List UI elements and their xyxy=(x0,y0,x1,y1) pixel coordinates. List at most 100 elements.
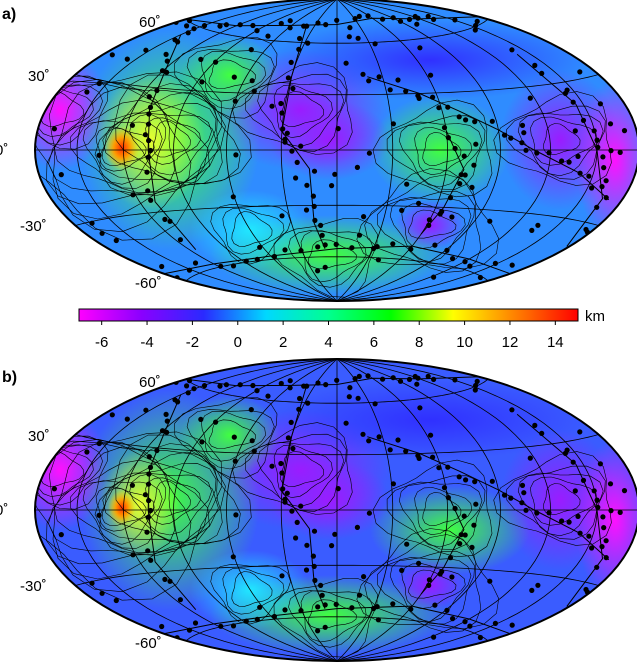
data-point xyxy=(529,587,535,594)
data-point xyxy=(395,437,401,443)
lat-label-60: 60˚ xyxy=(139,374,161,391)
data-point xyxy=(99,230,105,236)
data-point xyxy=(145,514,151,520)
data-point xyxy=(414,381,420,387)
plate-boundary xyxy=(281,386,326,609)
data-point xyxy=(237,22,243,28)
data-point xyxy=(230,623,237,629)
data-point xyxy=(249,438,255,444)
data-point xyxy=(335,486,341,492)
data-point xyxy=(145,121,152,127)
data-point xyxy=(96,152,102,158)
data-point xyxy=(431,634,437,640)
data-point xyxy=(293,175,299,181)
data-point xyxy=(471,522,477,528)
data-point xyxy=(89,220,95,226)
data-point xyxy=(249,78,255,84)
plate-boundary xyxy=(281,26,326,249)
data-point xyxy=(145,548,151,554)
data-point xyxy=(177,237,183,243)
data-point xyxy=(436,465,442,471)
data-point xyxy=(572,488,578,494)
data-point xyxy=(145,481,152,487)
data-point xyxy=(595,504,601,510)
contour xyxy=(174,37,278,119)
data-point xyxy=(311,203,317,209)
data-point xyxy=(164,418,170,424)
data-point xyxy=(546,150,552,156)
data-point xyxy=(487,218,493,224)
data-point xyxy=(311,528,318,534)
data-point xyxy=(431,376,437,382)
contour xyxy=(377,550,475,625)
data-point xyxy=(322,602,328,608)
data-point xyxy=(163,51,169,58)
data-point xyxy=(164,58,170,64)
contour xyxy=(210,563,291,625)
data-point xyxy=(164,69,170,75)
data-point xyxy=(462,172,468,178)
plate-boundary xyxy=(163,605,511,635)
contour xyxy=(543,123,581,155)
contour xyxy=(517,112,604,177)
data-point xyxy=(352,16,358,22)
data-point xyxy=(387,447,393,453)
data-point xyxy=(231,74,237,80)
data-point xyxy=(532,422,538,428)
contour xyxy=(115,102,217,183)
data-point xyxy=(349,605,355,611)
contour xyxy=(273,444,333,498)
contour xyxy=(506,465,606,540)
data-point xyxy=(315,244,321,250)
data-point xyxy=(570,99,576,105)
data-point xyxy=(589,185,595,191)
data-point xyxy=(254,28,260,34)
contour xyxy=(99,74,252,196)
data-point xyxy=(294,519,300,526)
data-point xyxy=(599,184,605,190)
data-point xyxy=(441,125,448,131)
data-point xyxy=(304,542,310,548)
data-point xyxy=(298,503,304,509)
data-point xyxy=(251,448,257,454)
data-point xyxy=(444,607,450,614)
data-point xyxy=(473,141,479,147)
data-point xyxy=(456,114,462,120)
data-point xyxy=(444,247,450,253)
data-point xyxy=(594,204,600,210)
contour xyxy=(99,434,252,556)
data-point xyxy=(404,541,410,547)
data-point xyxy=(365,373,371,379)
data-point xyxy=(534,150,540,156)
contour xyxy=(48,78,219,220)
data-point xyxy=(356,13,362,19)
data-point xyxy=(113,597,119,604)
topography-field xyxy=(35,359,637,661)
data-point xyxy=(489,118,495,124)
data-point xyxy=(564,87,570,93)
data-point xyxy=(315,268,321,274)
plate-boundary xyxy=(163,245,511,275)
data-point xyxy=(319,592,325,598)
data-point xyxy=(318,582,324,589)
data-point xyxy=(186,627,193,633)
data-point xyxy=(84,449,90,455)
data-point xyxy=(223,22,229,28)
contour xyxy=(257,442,345,507)
data-point xyxy=(332,171,338,177)
data-point xyxy=(213,59,219,65)
data-point xyxy=(199,79,205,85)
data-point xyxy=(232,98,238,104)
data-point xyxy=(329,543,335,549)
data-point xyxy=(164,429,170,435)
lat-label-0: 0˚ xyxy=(0,142,8,159)
contour xyxy=(493,91,612,186)
data-point xyxy=(145,154,151,160)
data-point xyxy=(457,181,463,187)
data-point xyxy=(535,222,541,228)
data-point xyxy=(425,13,431,19)
data-point xyxy=(230,263,237,269)
data-point xyxy=(461,153,467,159)
data-point xyxy=(218,623,224,629)
contour xyxy=(152,120,191,158)
